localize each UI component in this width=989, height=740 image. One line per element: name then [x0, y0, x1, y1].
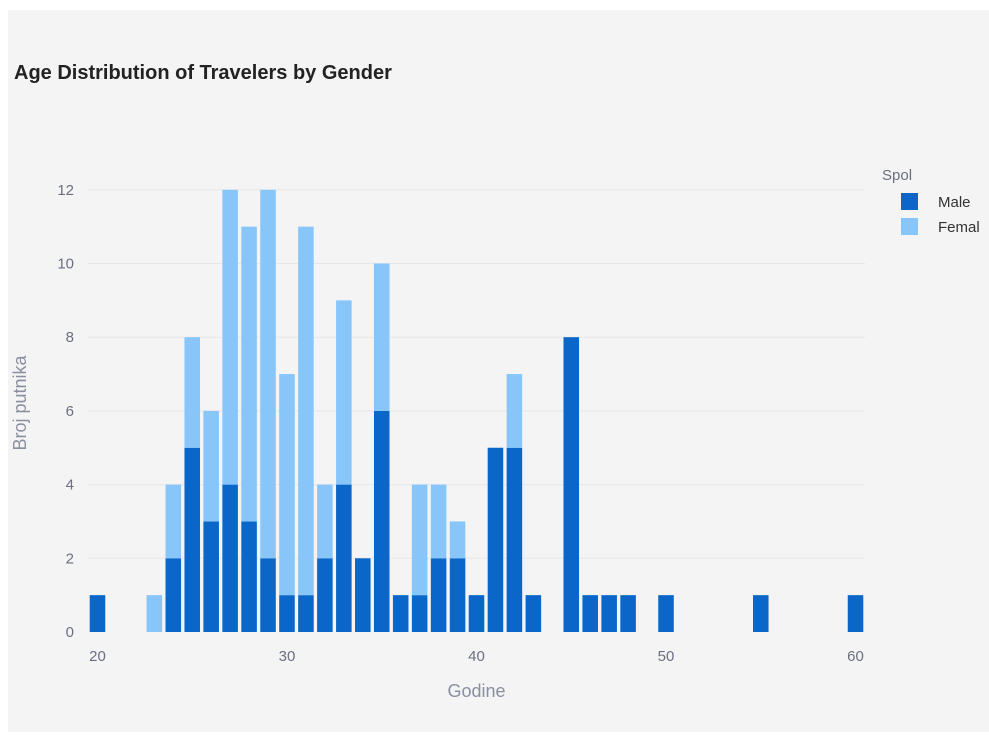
bar-male-55[interactable] — [752, 595, 769, 632]
y-axis-title: Broj putnika — [10, 354, 30, 450]
y-tick-label: 4 — [66, 477, 74, 494]
bar-male-38[interactable] — [430, 558, 447, 632]
bar-male-33[interactable] — [336, 484, 352, 632]
legend-swatch-femal — [901, 218, 918, 235]
x-tick-label: 50 — [658, 648, 675, 665]
bar-femal-37[interactable] — [411, 484, 428, 596]
bar-male-34[interactable] — [355, 558, 371, 632]
y-tick-label: 6 — [66, 403, 74, 420]
y-tick-label: 2 — [66, 550, 74, 567]
legend-label-male: Male — [938, 194, 971, 211]
bar-male-35[interactable] — [373, 410, 390, 632]
bar-male-45[interactable] — [563, 337, 580, 632]
bar-male-28[interactable] — [241, 521, 257, 632]
grid-lines — [88, 189, 865, 559]
bar-femal-35[interactable] — [373, 263, 390, 411]
bar-male-24[interactable] — [165, 558, 182, 632]
chart-title: Age Distribution of Travelers by Gender — [14, 62, 392, 84]
x-tick-label: 40 — [468, 648, 485, 665]
bar-femal-30[interactable] — [279, 374, 295, 596]
bar-male-42[interactable] — [506, 447, 523, 632]
bar-male-30[interactable] — [279, 595, 295, 632]
y-tick-label: 10 — [57, 255, 74, 272]
chart-card: Age Distribution of Travelers by Gender … — [8, 10, 989, 732]
bar-male-27[interactable] — [222, 484, 238, 632]
bar-femal-26[interactable] — [203, 410, 219, 522]
bar-male-32[interactable] — [317, 558, 333, 632]
bar-male-46[interactable] — [582, 595, 598, 632]
bar-femal-39[interactable] — [449, 521, 466, 559]
axis-ticks: 0 2 4 6 8 10 12 20 30 40 50 60 — [57, 182, 864, 665]
bar-male-40[interactable] — [468, 595, 485, 632]
bar-femal-28[interactable] — [241, 226, 257, 522]
y-tick-label: 8 — [66, 329, 74, 346]
legend-title: Spol — [882, 167, 912, 184]
bar-femal-29[interactable] — [260, 189, 276, 559]
bar-male-20[interactable] — [89, 595, 106, 632]
x-axis-title: Godine — [447, 681, 505, 701]
y-tick-label: 12 — [57, 182, 74, 199]
bar-male-31[interactable] — [298, 595, 314, 632]
bar-male-29[interactable] — [260, 558, 276, 632]
bar-femal-38[interactable] — [430, 484, 447, 559]
x-tick-label: 20 — [89, 648, 106, 665]
legend-swatch-male — [901, 193, 918, 210]
bar-male-41[interactable] — [487, 447, 504, 632]
bar-femal-25[interactable] — [184, 337, 201, 448]
bar-femal-27[interactable] — [222, 189, 238, 485]
x-tick-label: 30 — [279, 648, 296, 665]
bar-male-43[interactable] — [525, 595, 542, 632]
bar-male-39[interactable] — [449, 558, 466, 632]
bars — [89, 189, 864, 632]
bar-femal-33[interactable] — [336, 300, 352, 485]
bar-male-36[interactable] — [392, 595, 409, 632]
bar-male-25[interactable] — [184, 447, 201, 632]
bar-femal-42[interactable] — [506, 374, 523, 448]
y-tick-label: 0 — [66, 624, 74, 641]
bar-male-48[interactable] — [620, 595, 636, 632]
legend-label-femal: Femal — [938, 219, 980, 236]
bar-male-26[interactable] — [203, 521, 219, 632]
bar-male-50[interactable] — [658, 595, 674, 632]
x-tick-label: 60 — [847, 648, 864, 665]
bar-male-47[interactable] — [601, 595, 617, 632]
bar-femal-23[interactable] — [146, 595, 163, 632]
bar-femal-31[interactable] — [298, 226, 314, 596]
bar-male-60[interactable] — [847, 595, 864, 632]
legend[interactable]: Spol Male Femal — [882, 167, 980, 236]
bar-male-37[interactable] — [411, 595, 428, 632]
bar-femal-24[interactable] — [165, 484, 182, 559]
bar-femal-32[interactable] — [317, 484, 333, 559]
